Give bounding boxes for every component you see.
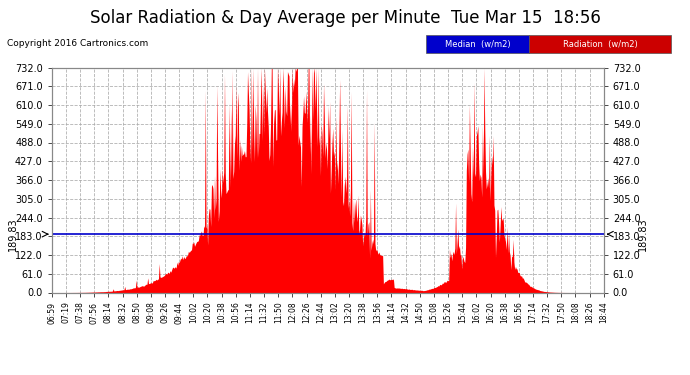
- Text: 189.83: 189.83: [638, 217, 648, 251]
- Bar: [426, 35, 529, 53]
- Text: Radiation  (w/m2): Radiation (w/m2): [563, 40, 638, 49]
- Text: Solar Radiation & Day Average per Minute  Tue Mar 15  18:56: Solar Radiation & Day Average per Minute…: [90, 9, 600, 27]
- Text: Copyright 2016 Cartronics.com: Copyright 2016 Cartronics.com: [7, 39, 148, 48]
- Text: Median  (w/m2): Median (w/m2): [445, 40, 511, 49]
- Bar: [529, 35, 671, 53]
- Text: 189.83: 189.83: [8, 217, 18, 251]
